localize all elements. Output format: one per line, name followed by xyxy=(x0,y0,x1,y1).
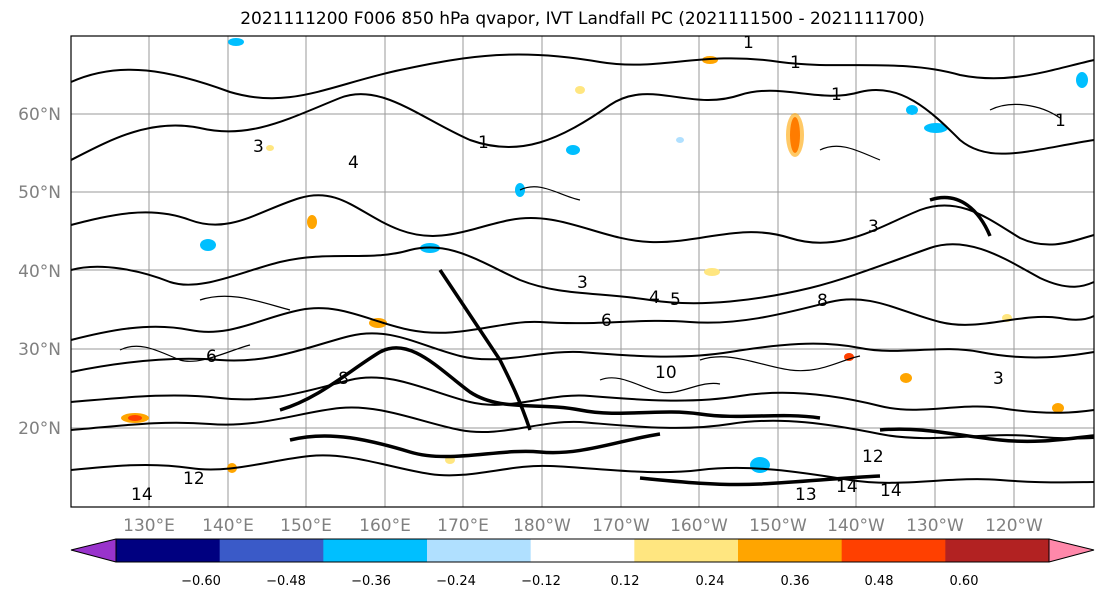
colorbar-segment xyxy=(323,539,428,562)
lon-label: 150°W xyxy=(749,516,807,536)
colorbar-tick-label: 0.36 xyxy=(781,574,810,589)
contour-label: 1 xyxy=(790,53,801,73)
contour-label: 3 xyxy=(868,217,879,237)
contour-labels: 1 1 1 1 1 3 3 3 4 4 5 6 8 8 10 12 12 13 … xyxy=(131,33,1066,505)
contour-label: 14 xyxy=(131,485,153,505)
lon-label: 130°W xyxy=(906,516,964,536)
map-area xyxy=(71,36,1094,507)
contour-label: 13 xyxy=(795,485,817,505)
lon-label: 140°W xyxy=(827,516,885,536)
colorbar-tick-label: 0.24 xyxy=(696,574,725,589)
contour-label: 8 xyxy=(338,369,349,389)
contour-label: 3 xyxy=(577,273,588,293)
contour-label: 8 xyxy=(817,291,828,311)
lat-label: 20°N xyxy=(18,419,61,439)
lat-label: 40°N xyxy=(18,262,61,282)
colorbar-ticks: −0.60 −0.48 −0.36 −0.24 −0.12 0.12 0.24 … xyxy=(181,574,978,589)
colorbar-tick-label: 0.48 xyxy=(865,574,894,589)
lon-label: 150°E xyxy=(280,516,332,536)
lon-label: 140°E xyxy=(202,516,254,536)
colorbar-segments xyxy=(116,539,1050,562)
lat-label: 50°N xyxy=(18,183,61,203)
colorbar-tick-label: −0.24 xyxy=(436,574,476,589)
colorbar-segment xyxy=(841,539,946,562)
contour-label: 1 xyxy=(1055,111,1066,131)
colorbar-tick-label: −0.48 xyxy=(266,574,306,589)
contour-label: 10 xyxy=(655,363,677,383)
colorbar-arrow-right xyxy=(1049,539,1094,562)
lon-axis: 130°E 140°E 150°E 160°E 170°E 180°W 170°… xyxy=(123,516,1043,536)
colorbar: −0.60 −0.48 −0.36 −0.24 −0.12 0.12 0.24 … xyxy=(70,538,1095,589)
contour-label: 3 xyxy=(993,369,1004,389)
colorbar-tick-label: 0.12 xyxy=(611,574,640,589)
fine-contours xyxy=(119,103,1061,394)
colorbar-segment xyxy=(219,539,324,562)
colorbar-tick-label: 0.60 xyxy=(950,574,979,589)
contour-label: 6 xyxy=(601,311,612,331)
contour-label: 12 xyxy=(862,447,884,467)
lon-label: 130°E xyxy=(123,516,175,536)
lat-label: 60°N xyxy=(18,105,61,125)
colorbar-segment xyxy=(116,539,221,562)
colorbar-segment xyxy=(530,539,635,562)
colorbar-segment xyxy=(738,539,843,562)
map-border xyxy=(70,35,1095,508)
colorbar-tick-label: −0.60 xyxy=(181,574,221,589)
lon-label: 160°E xyxy=(359,516,411,536)
colorbar-arrow-left xyxy=(71,539,116,562)
contour-label: 1 xyxy=(478,133,489,153)
plot-title: 2021111200 F006 850 hPa qvapor, IVT Land… xyxy=(240,9,925,29)
lat-label: 30°N xyxy=(18,340,61,360)
contour-label: 1 xyxy=(743,33,754,53)
contour-label: 4 xyxy=(649,288,660,308)
contour-label: 4 xyxy=(348,153,359,173)
contour-label: 14 xyxy=(880,481,902,501)
colorbar-outline xyxy=(115,538,1050,563)
contour-label: 6 xyxy=(206,347,217,367)
lon-label: 170°W xyxy=(592,516,650,536)
contour-lines xyxy=(70,53,1095,484)
colorbar-segment xyxy=(427,539,532,562)
lon-label: 180°W xyxy=(513,516,571,536)
colorbar-tick-label: −0.36 xyxy=(351,574,391,589)
lat-axis: 60°N 50°N 40°N 30°N 20°N xyxy=(18,105,61,439)
colorbar-segment xyxy=(634,539,739,562)
lon-label: 120°W xyxy=(985,516,1043,536)
lon-label: 160°W xyxy=(670,516,728,536)
colorbar-segment xyxy=(945,539,1050,562)
contour-label: 1 xyxy=(831,85,842,105)
lon-label: 170°E xyxy=(437,516,489,536)
contour-label: 12 xyxy=(183,469,205,489)
contour-label: 5 xyxy=(670,290,681,310)
contour-label: 3 xyxy=(253,137,264,157)
colorbar-tick-label: −0.12 xyxy=(521,574,561,589)
dense-contour-band xyxy=(279,195,1095,487)
contour-label: 14 xyxy=(836,477,858,497)
